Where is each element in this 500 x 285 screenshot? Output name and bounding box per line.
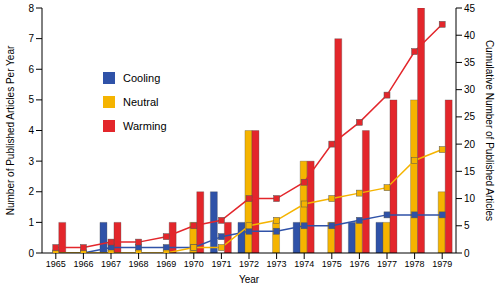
svg-text:1966: 1966	[73, 259, 93, 269]
html-text:Cooling: Cooling	[123, 72, 161, 84]
svg-text:2: 2	[28, 186, 34, 197]
svg-text:Year: Year	[239, 274, 260, 285]
svg-text:1965: 1965	[46, 259, 66, 269]
svg-text:3: 3	[28, 156, 34, 167]
svg-text:25: 25	[464, 111, 476, 122]
svg-text:4: 4	[28, 125, 34, 136]
svg-text:Cumulative Number of Published: Cumulative Number of Published Articles	[484, 40, 492, 221]
html-text:Neutral: Neutral	[123, 96, 159, 108]
html-text:Warming: Warming	[123, 120, 167, 132]
svg-text:1967: 1967	[101, 259, 121, 269]
svg-text:Number of Published Articles P: Number of Published Articles Per Year	[8, 45, 16, 215]
svg-text:40: 40	[464, 30, 476, 41]
svg-text:1973: 1973	[267, 259, 287, 269]
svg-text:1979: 1979	[432, 259, 452, 269]
svg-text:45: 45	[464, 3, 476, 14]
svg-text:7: 7	[28, 33, 34, 44]
svg-text:1977: 1977	[377, 259, 397, 269]
svg-text:1976: 1976	[349, 259, 369, 269]
svg-text:10: 10	[464, 193, 476, 204]
svg-text:0: 0	[28, 248, 34, 259]
svg-text:6: 6	[28, 64, 34, 75]
svg-text:30: 30	[464, 84, 476, 95]
svg-text:1974: 1974	[294, 259, 314, 269]
svg-text:8: 8	[28, 3, 34, 14]
svg-text:5: 5	[28, 94, 34, 105]
svg-text:1975: 1975	[322, 259, 342, 269]
svg-text:1: 1	[28, 217, 34, 228]
svg-text:0: 0	[464, 248, 470, 259]
svg-text:1971: 1971	[211, 259, 231, 269]
svg-text:1969: 1969	[156, 259, 176, 269]
svg-text:5: 5	[464, 220, 470, 231]
svg-text:1972: 1972	[239, 259, 259, 269]
svg-text:20: 20	[464, 139, 476, 150]
svg-text:35: 35	[464, 57, 476, 68]
svg-text:15: 15	[464, 166, 476, 177]
svg-text:1978: 1978	[405, 259, 425, 269]
svg-text:1970: 1970	[184, 259, 204, 269]
svg-text:1968: 1968	[129, 259, 149, 269]
